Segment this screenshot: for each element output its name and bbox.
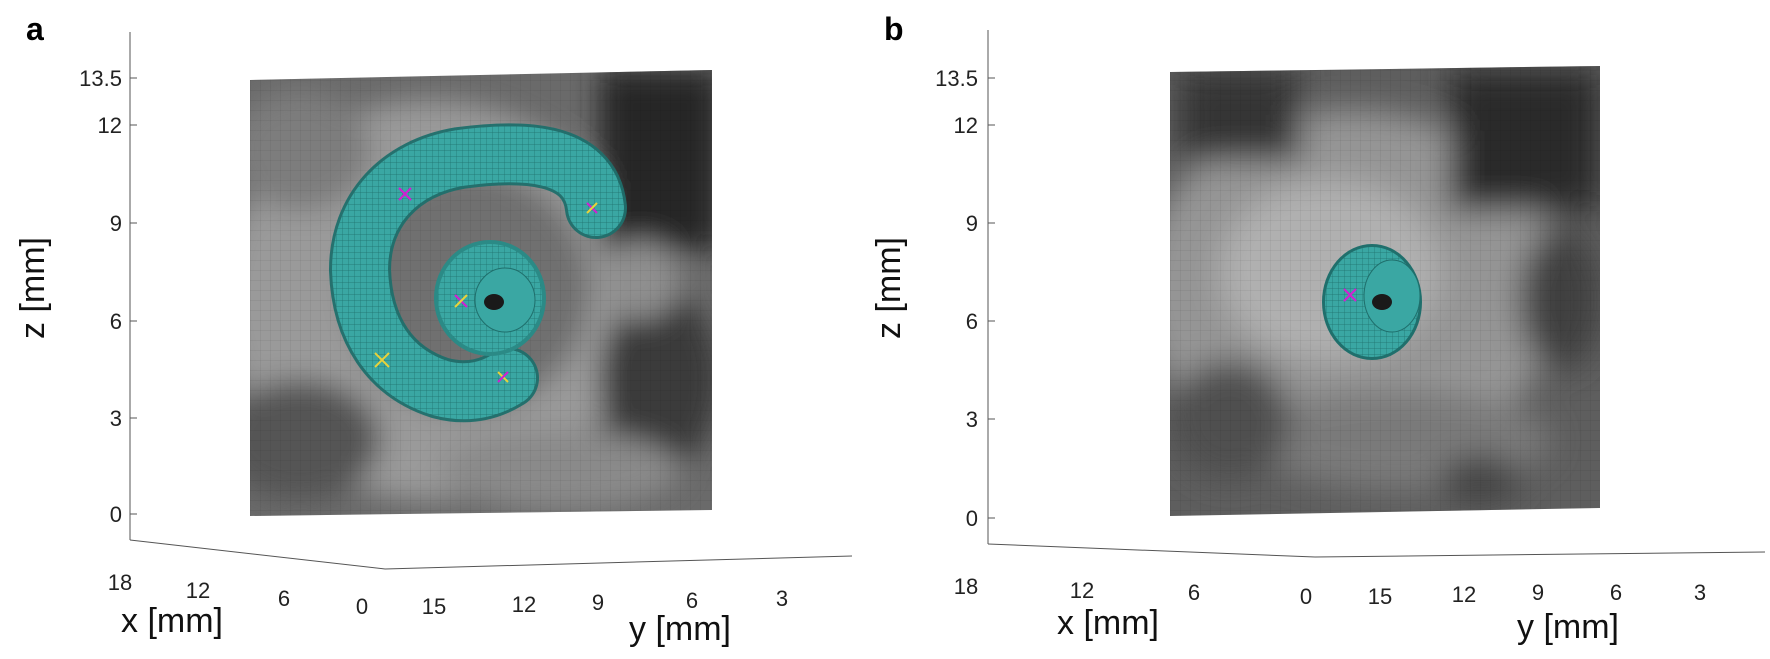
y-tick-b-0: 15	[1368, 584, 1392, 609]
z-tick-b-1: 12	[954, 113, 978, 138]
axis-frame-b	[987, 30, 1766, 558]
y-axis-ticks-b: 15 12 9 6 3	[1368, 580, 1706, 609]
y-tick-a-1: 12	[512, 592, 536, 617]
z-axis-label-a: z [mm]	[14, 237, 52, 339]
y-tick-b-4: 3	[1694, 580, 1706, 605]
y-tick-b-2: 9	[1532, 580, 1544, 605]
marker-a-5	[497, 371, 509, 383]
markers-b	[1343, 288, 1357, 302]
y-tick-b-1: 12	[1452, 582, 1476, 607]
z-tick-b-5: 0	[966, 506, 978, 531]
marker-a-3	[454, 294, 468, 308]
panel-a: a 13.5 12 9 6 3 0 z [mm]	[14, 11, 853, 648]
x-axis-label-b: x [mm]	[1057, 604, 1159, 642]
z-tick-a-5: 0	[110, 502, 122, 527]
panel-letter-a: a	[26, 11, 44, 47]
y-tick-b-3: 6	[1610, 580, 1622, 605]
y-axis-label-b: y [mm]	[1517, 608, 1619, 646]
y-axis-label-a: y [mm]	[629, 610, 731, 648]
z-tick-a-1: 12	[98, 113, 122, 138]
panel-letter-b: b	[884, 11, 904, 47]
x-axis-ticks-a: 18 12 6 0	[108, 570, 368, 619]
z-tick-a-4: 3	[110, 406, 122, 431]
x-tick-a-3: 0	[356, 594, 368, 619]
cochlea-model-b	[1322, 244, 1422, 360]
y-tick-a-3: 6	[686, 588, 698, 613]
ct-slice-image-b	[1170, 66, 1600, 516]
marker-a-4	[374, 352, 390, 368]
cochlea-model-a	[328, 123, 627, 423]
x-tick-b-3: 0	[1300, 584, 1312, 609]
x-axis-label-a: x [mm]	[121, 602, 223, 640]
x-tick-b-1: 12	[1070, 578, 1094, 603]
z-axis-ticks-a: 13.5 12 9 6 3 0	[79, 66, 137, 527]
panel-b: b 13.5 12 9 6 3 0 z [mm] 18 12	[870, 11, 1766, 646]
z-tick-a-3: 6	[110, 309, 122, 334]
z-axis-label-b: z [mm]	[870, 237, 908, 339]
axis-frame-a	[129, 32, 853, 570]
z-tick-b-2: 9	[966, 211, 978, 236]
y-tick-a-4: 3	[776, 586, 788, 611]
z-tick-a-0: 13.5	[79, 66, 122, 91]
z-tick-b-4: 3	[966, 407, 978, 432]
z-tick-a-2: 9	[110, 211, 122, 236]
x-tick-a-1: 12	[186, 578, 210, 603]
marker-a-2	[586, 202, 598, 214]
z-tick-b-0: 13.5	[935, 66, 978, 91]
y-axis-ticks-a: 15 12 9 6 3	[422, 586, 788, 619]
marker-a-1	[398, 187, 412, 201]
x-tick-a-0: 18	[108, 570, 132, 595]
x-tick-b-0: 18	[954, 574, 978, 599]
y-tick-a-0: 15	[422, 594, 446, 619]
marker-b-1	[1343, 288, 1357, 302]
z-tick-b-3: 6	[966, 309, 978, 334]
z-axis-ticks-b: 13.5 12 9 6 3 0	[935, 66, 995, 531]
x-axis-ticks-b: 18 12 6 0	[954, 574, 1312, 609]
markers-a	[374, 187, 598, 383]
x-tick-b-2: 6	[1188, 580, 1200, 605]
x-tick-a-2: 6	[278, 586, 290, 611]
y-tick-a-2: 9	[592, 590, 604, 615]
